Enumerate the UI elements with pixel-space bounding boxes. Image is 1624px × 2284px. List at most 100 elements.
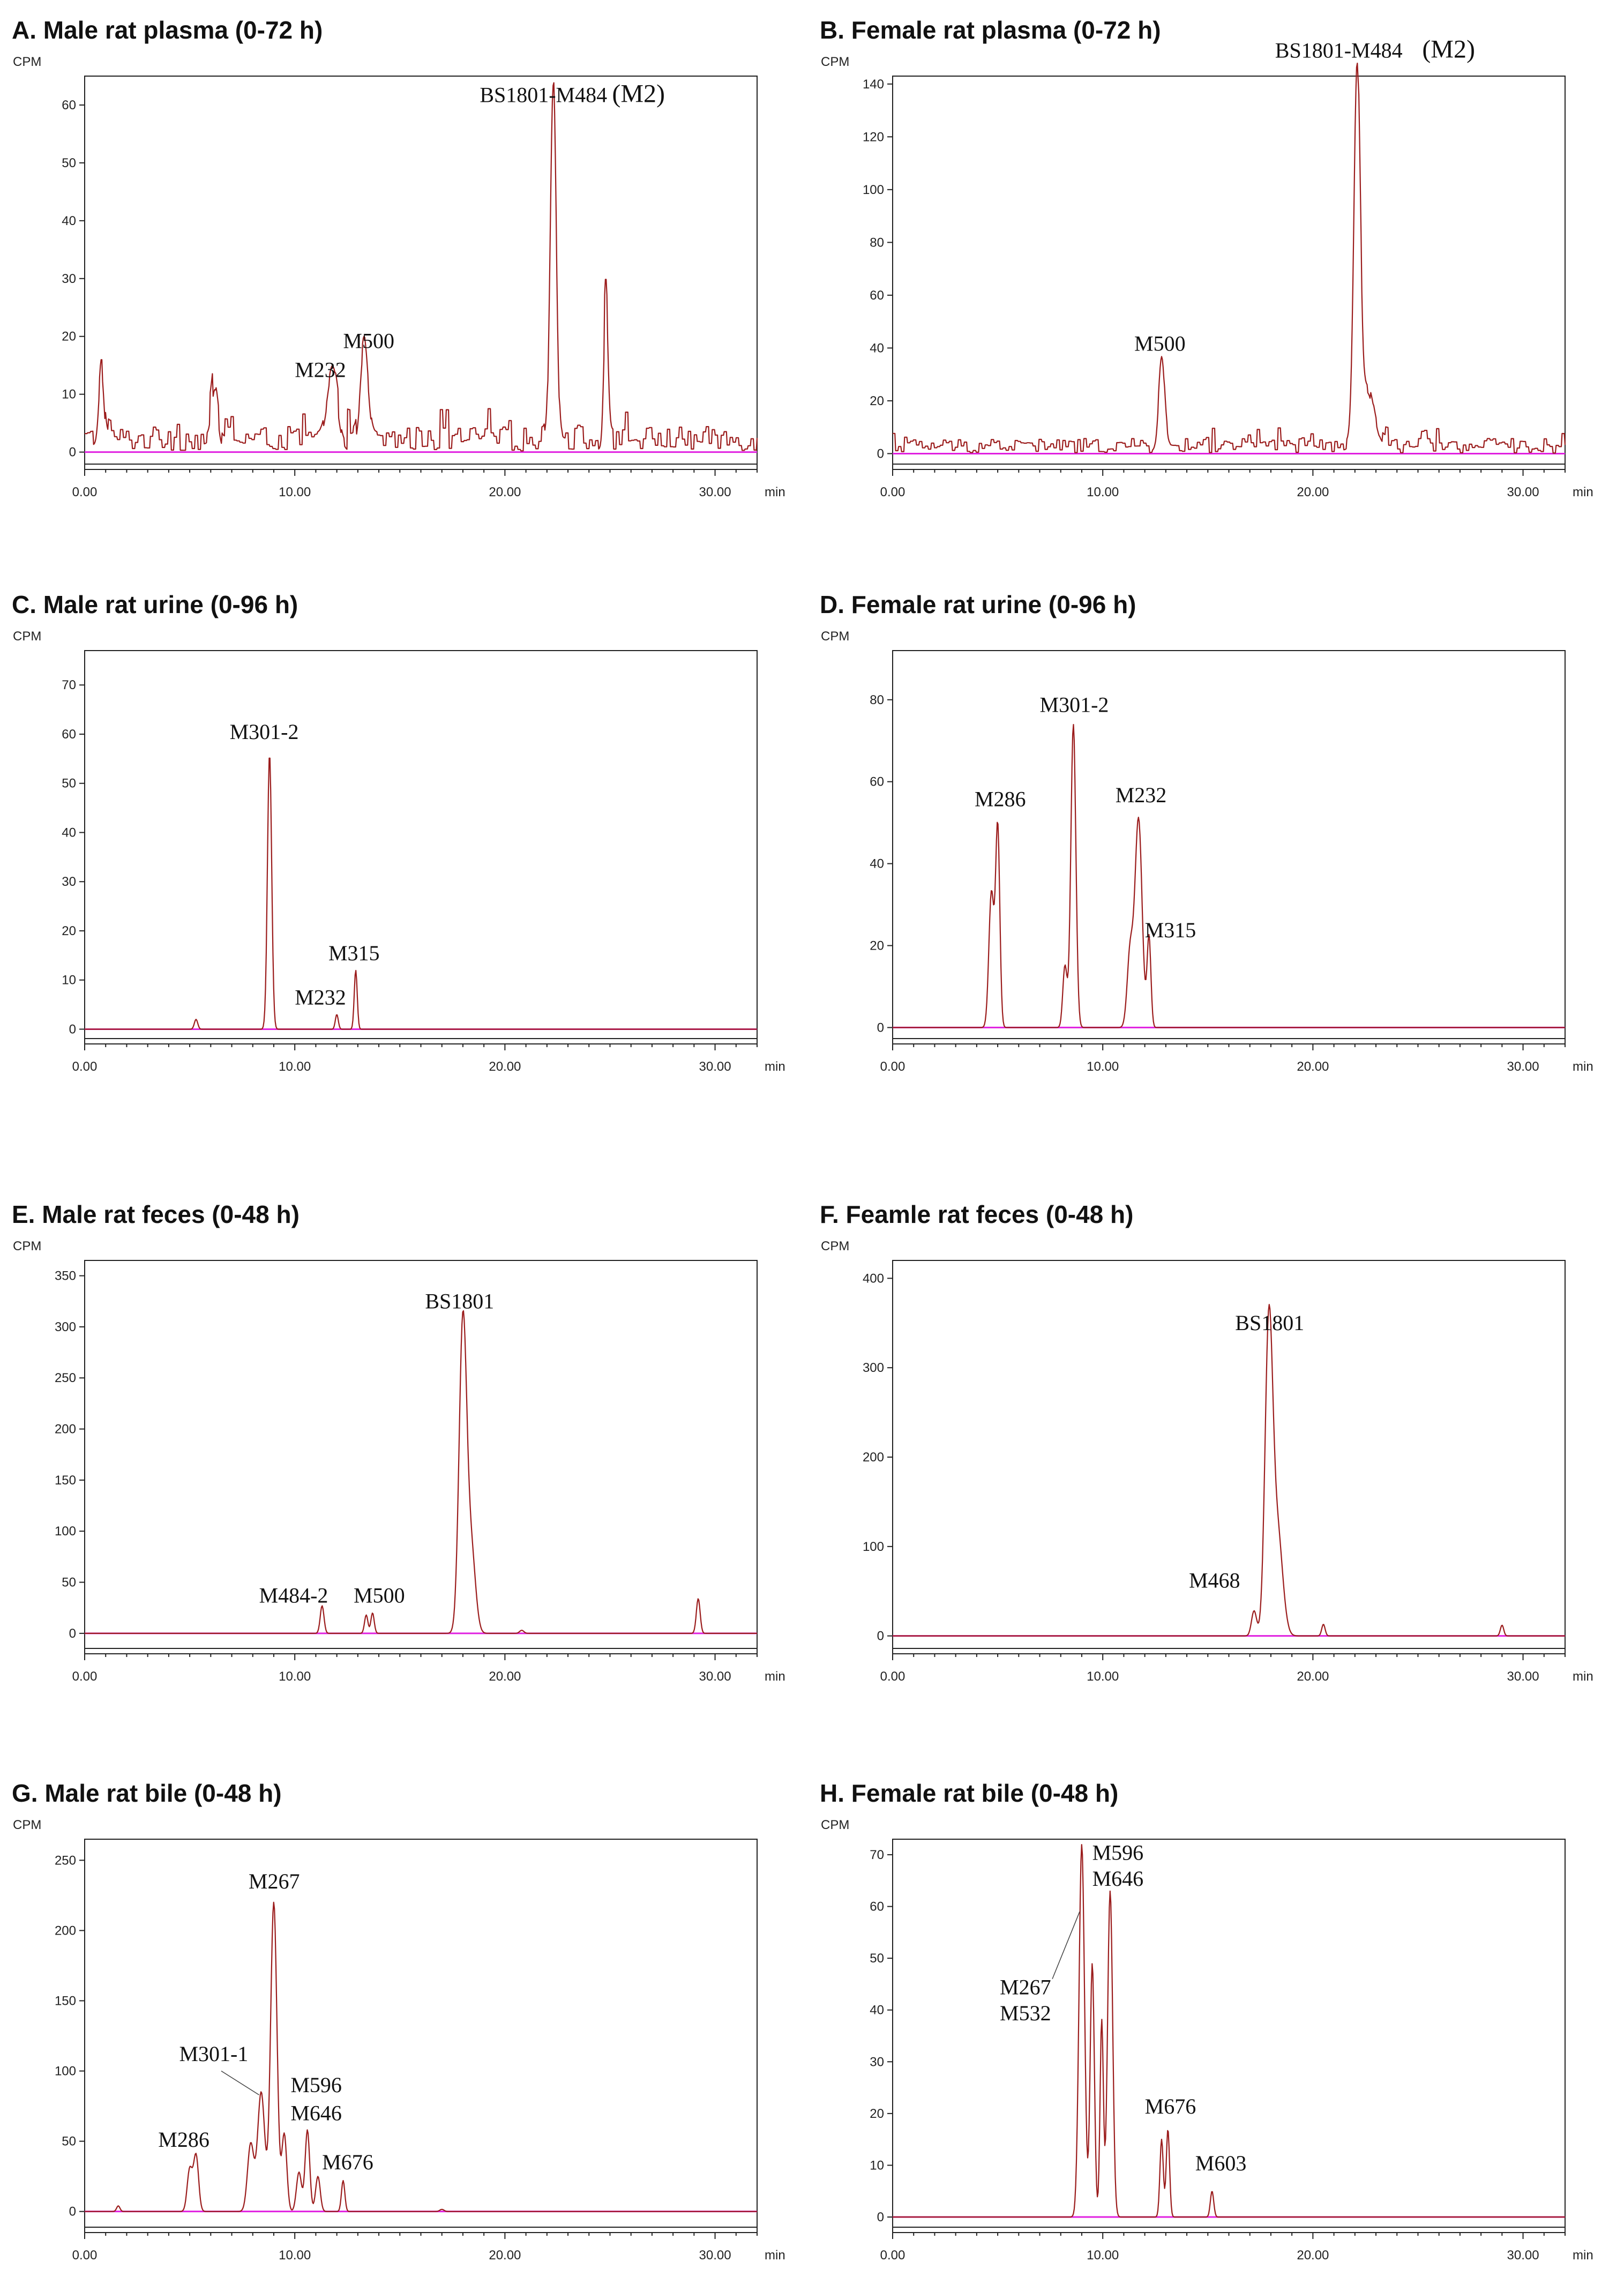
y-tick-label: 250: [55, 1853, 76, 1868]
y-tick-label: 80: [870, 235, 884, 250]
x-tick-label: 20.00: [489, 1669, 521, 1684]
y-tick-label: 0: [877, 1629, 884, 1644]
x-tick-label: 0.00: [72, 2248, 98, 2263]
plot-frame: [84, 1260, 758, 1654]
y-tick-label: 350: [55, 1269, 76, 1283]
x-tick-label: 10.00: [1087, 1059, 1119, 1074]
x-tick-label: 20.00: [1297, 2248, 1329, 2263]
x-tick-label: 10.00: [279, 485, 311, 499]
chromatogram-trace: [893, 62, 1566, 454]
x-tick-label: 20.00: [1297, 1059, 1329, 1074]
y-tick-label: 150: [55, 1473, 76, 1488]
y-tick-label: 300: [863, 1361, 884, 1375]
y-tick-label: 70: [870, 1848, 884, 1862]
chromatogram-trace: [85, 1901, 757, 2212]
plot-frame: [892, 76, 1566, 470]
leader-line: [1052, 1911, 1080, 1980]
x-axis-label: min: [1573, 1669, 1593, 1684]
leader-line: [221, 2070, 259, 2095]
x-tick-label: 10.00: [1087, 1669, 1119, 1684]
y-tick-label: 50: [870, 1951, 884, 1966]
y-tick-label: 40: [870, 2003, 884, 2018]
x-tick-label: 0.00: [880, 485, 905, 499]
y-tick-label: 40: [870, 341, 884, 355]
panel-title: C. Male rat urine (0-96 h): [12, 591, 298, 618]
chromatogram-trace: [893, 723, 1565, 1028]
x-tick-label: 10.00: [279, 2248, 311, 2263]
peak-label: M500: [1134, 331, 1186, 355]
x-axis-label: min: [1573, 1059, 1593, 1074]
panel-E: E. Male rat feces (0-48 h) CPM 0 50 100 150 20…: [12, 1200, 785, 1684]
x-tick-label: 30.00: [699, 1669, 731, 1684]
peak-label: M676: [1145, 2094, 1196, 2118]
x-axis-label: min: [765, 485, 785, 499]
x-tick-label: 20.00: [489, 1059, 521, 1074]
y-tick-label: 250: [55, 1371, 76, 1385]
x-tick-label: 10.00: [279, 1669, 311, 1684]
x-tick-label: 20.00: [489, 485, 521, 499]
y-tick-label: 20: [870, 939, 884, 953]
chromatogram-trace: [85, 82, 758, 452]
x-tick-label: 0.00: [72, 485, 98, 499]
panel-title: G. Male rat bile (0-48 h): [12, 1779, 282, 1807]
y-tick-label: 140: [863, 77, 884, 92]
y-tick-label: 200: [863, 1450, 884, 1465]
y-tick-label: 50: [62, 777, 76, 791]
peak-label: M500: [343, 329, 394, 353]
peak-label: M286: [158, 2128, 209, 2152]
peak-label: M603: [1195, 2151, 1247, 2175]
y-tick-label: 100: [863, 183, 884, 197]
chromatogram-trace: [893, 1304, 1565, 1637]
y-tick-label: 0: [69, 445, 76, 460]
x-tick-label: 0.00: [880, 1669, 905, 1684]
x-tick-label: 0.00: [72, 1059, 98, 1074]
y-tick-label: 300: [55, 1320, 76, 1334]
x-axis-label: min: [765, 2248, 785, 2263]
panel-F: F. Feamle rat feces (0-48 h) CPM 0 100 200 30…: [820, 1200, 1593, 1684]
x-tick-label: 20.00: [489, 2248, 521, 2263]
x-tick-label: 30.00: [699, 485, 731, 499]
y-tick-label: 30: [62, 272, 76, 286]
peak-label: M646: [1092, 1867, 1144, 1891]
plot-frame: [84, 650, 758, 1044]
y-tick-label: 40: [62, 214, 76, 228]
x-tick-label: 10.00: [279, 1059, 311, 1074]
panel-H: H. Female rat bile (0-48 h) CPM 0 10 20 30 40 5…: [820, 1779, 1593, 2263]
y-tick-label: 20: [870, 2107, 884, 2121]
y-tick-label: 20: [870, 394, 884, 408]
chromatogram-trace: [893, 1844, 1565, 2218]
panel-G: G. Male rat bile (0-48 h) CPM 0 50 100 150 200…: [12, 1779, 785, 2263]
y-tick-label: 150: [55, 1994, 76, 2008]
chromatogram-trace: [85, 1310, 757, 1634]
y-tick-label: 80: [870, 693, 884, 707]
y-tick-label: 20: [62, 330, 76, 344]
x-tick-label: 30.00: [1507, 2248, 1539, 2263]
y-axis-label: CPM: [13, 1818, 41, 1832]
x-tick-label: 0.00: [72, 1669, 98, 1684]
peak-label: M301-2: [1040, 693, 1109, 717]
plot-frame: [84, 76, 758, 470]
y-tick-label: 60: [870, 288, 884, 303]
chromatogram-trace: [85, 757, 757, 1030]
peak-label: BS1801: [425, 1289, 494, 1313]
y-axis-label: CPM: [13, 629, 41, 644]
y-tick-label: 0: [877, 446, 884, 461]
y-tick-label: 400: [863, 1271, 884, 1286]
y-axis-label: CPM: [821, 629, 849, 644]
peak-label: BS1801-M484: [1275, 39, 1403, 63]
y-tick-label: 100: [863, 1540, 884, 1554]
peak-label: BS1801-M484: [480, 83, 607, 107]
peak-label: M301-2: [230, 720, 299, 744]
panel-A: A. Male rat plasma (0-72 h) CPM 0 10 20 30 40 5…: [12, 16, 785, 499]
y-tick-label: 0: [69, 1626, 76, 1641]
x-tick-label: 30.00: [699, 1059, 731, 1074]
y-tick-label: 40: [62, 825, 76, 840]
y-tick-label: 50: [62, 156, 76, 170]
y-tick-label: 30: [870, 2055, 884, 2069]
peak-label: M596: [1092, 1841, 1144, 1865]
peak-label: M301-1: [179, 2042, 248, 2066]
panel-C: C. Male rat urine (0-96 h) CPM 0 10 20 30 40 50…: [12, 591, 785, 1074]
y-tick-label: 100: [55, 1524, 76, 1539]
x-tick-label: 0.00: [880, 2248, 905, 2263]
panel-title: B. Female rat plasma (0-72 h): [820, 16, 1161, 44]
